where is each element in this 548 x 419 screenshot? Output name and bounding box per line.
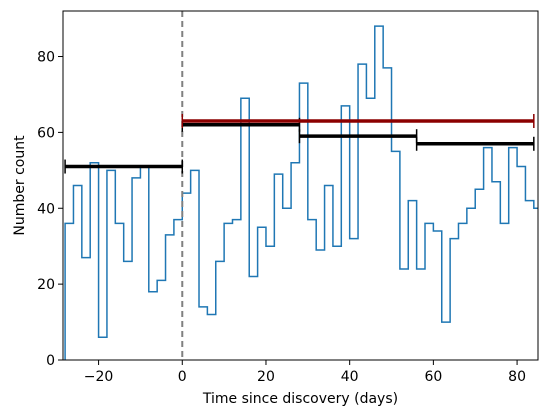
y-tick-label: 20 — [37, 277, 55, 293]
x-tick-label: 60 — [424, 369, 442, 385]
x-tick-label: 40 — [341, 369, 359, 385]
baseline-segment — [415, 136, 535, 151]
baseline-segment — [181, 114, 535, 129]
histogram-series — [64, 25, 538, 360]
y-tick-label: 80 — [37, 50, 55, 66]
y-tick-label: 40 — [37, 201, 55, 217]
x-tick-label: 80 — [508, 369, 526, 385]
baseline-segment — [64, 159, 184, 174]
x-axis-label: Time since discovery (days) — [202, 391, 398, 407]
y-tick-label: 0 — [46, 353, 55, 369]
y-tick-label: 60 — [37, 125, 55, 141]
x-tick-label: 20 — [257, 369, 275, 385]
y-axis-label: Number count — [12, 135, 28, 236]
axes: −20 0 20 40 60 80 0 20 40 60 80 — [37, 10, 539, 385]
plot-area — [64, 11, 538, 360]
plot-frame — [62, 10, 539, 361]
x-tick-label: 0 — [178, 369, 187, 385]
x-tick-label: −20 — [84, 369, 114, 385]
